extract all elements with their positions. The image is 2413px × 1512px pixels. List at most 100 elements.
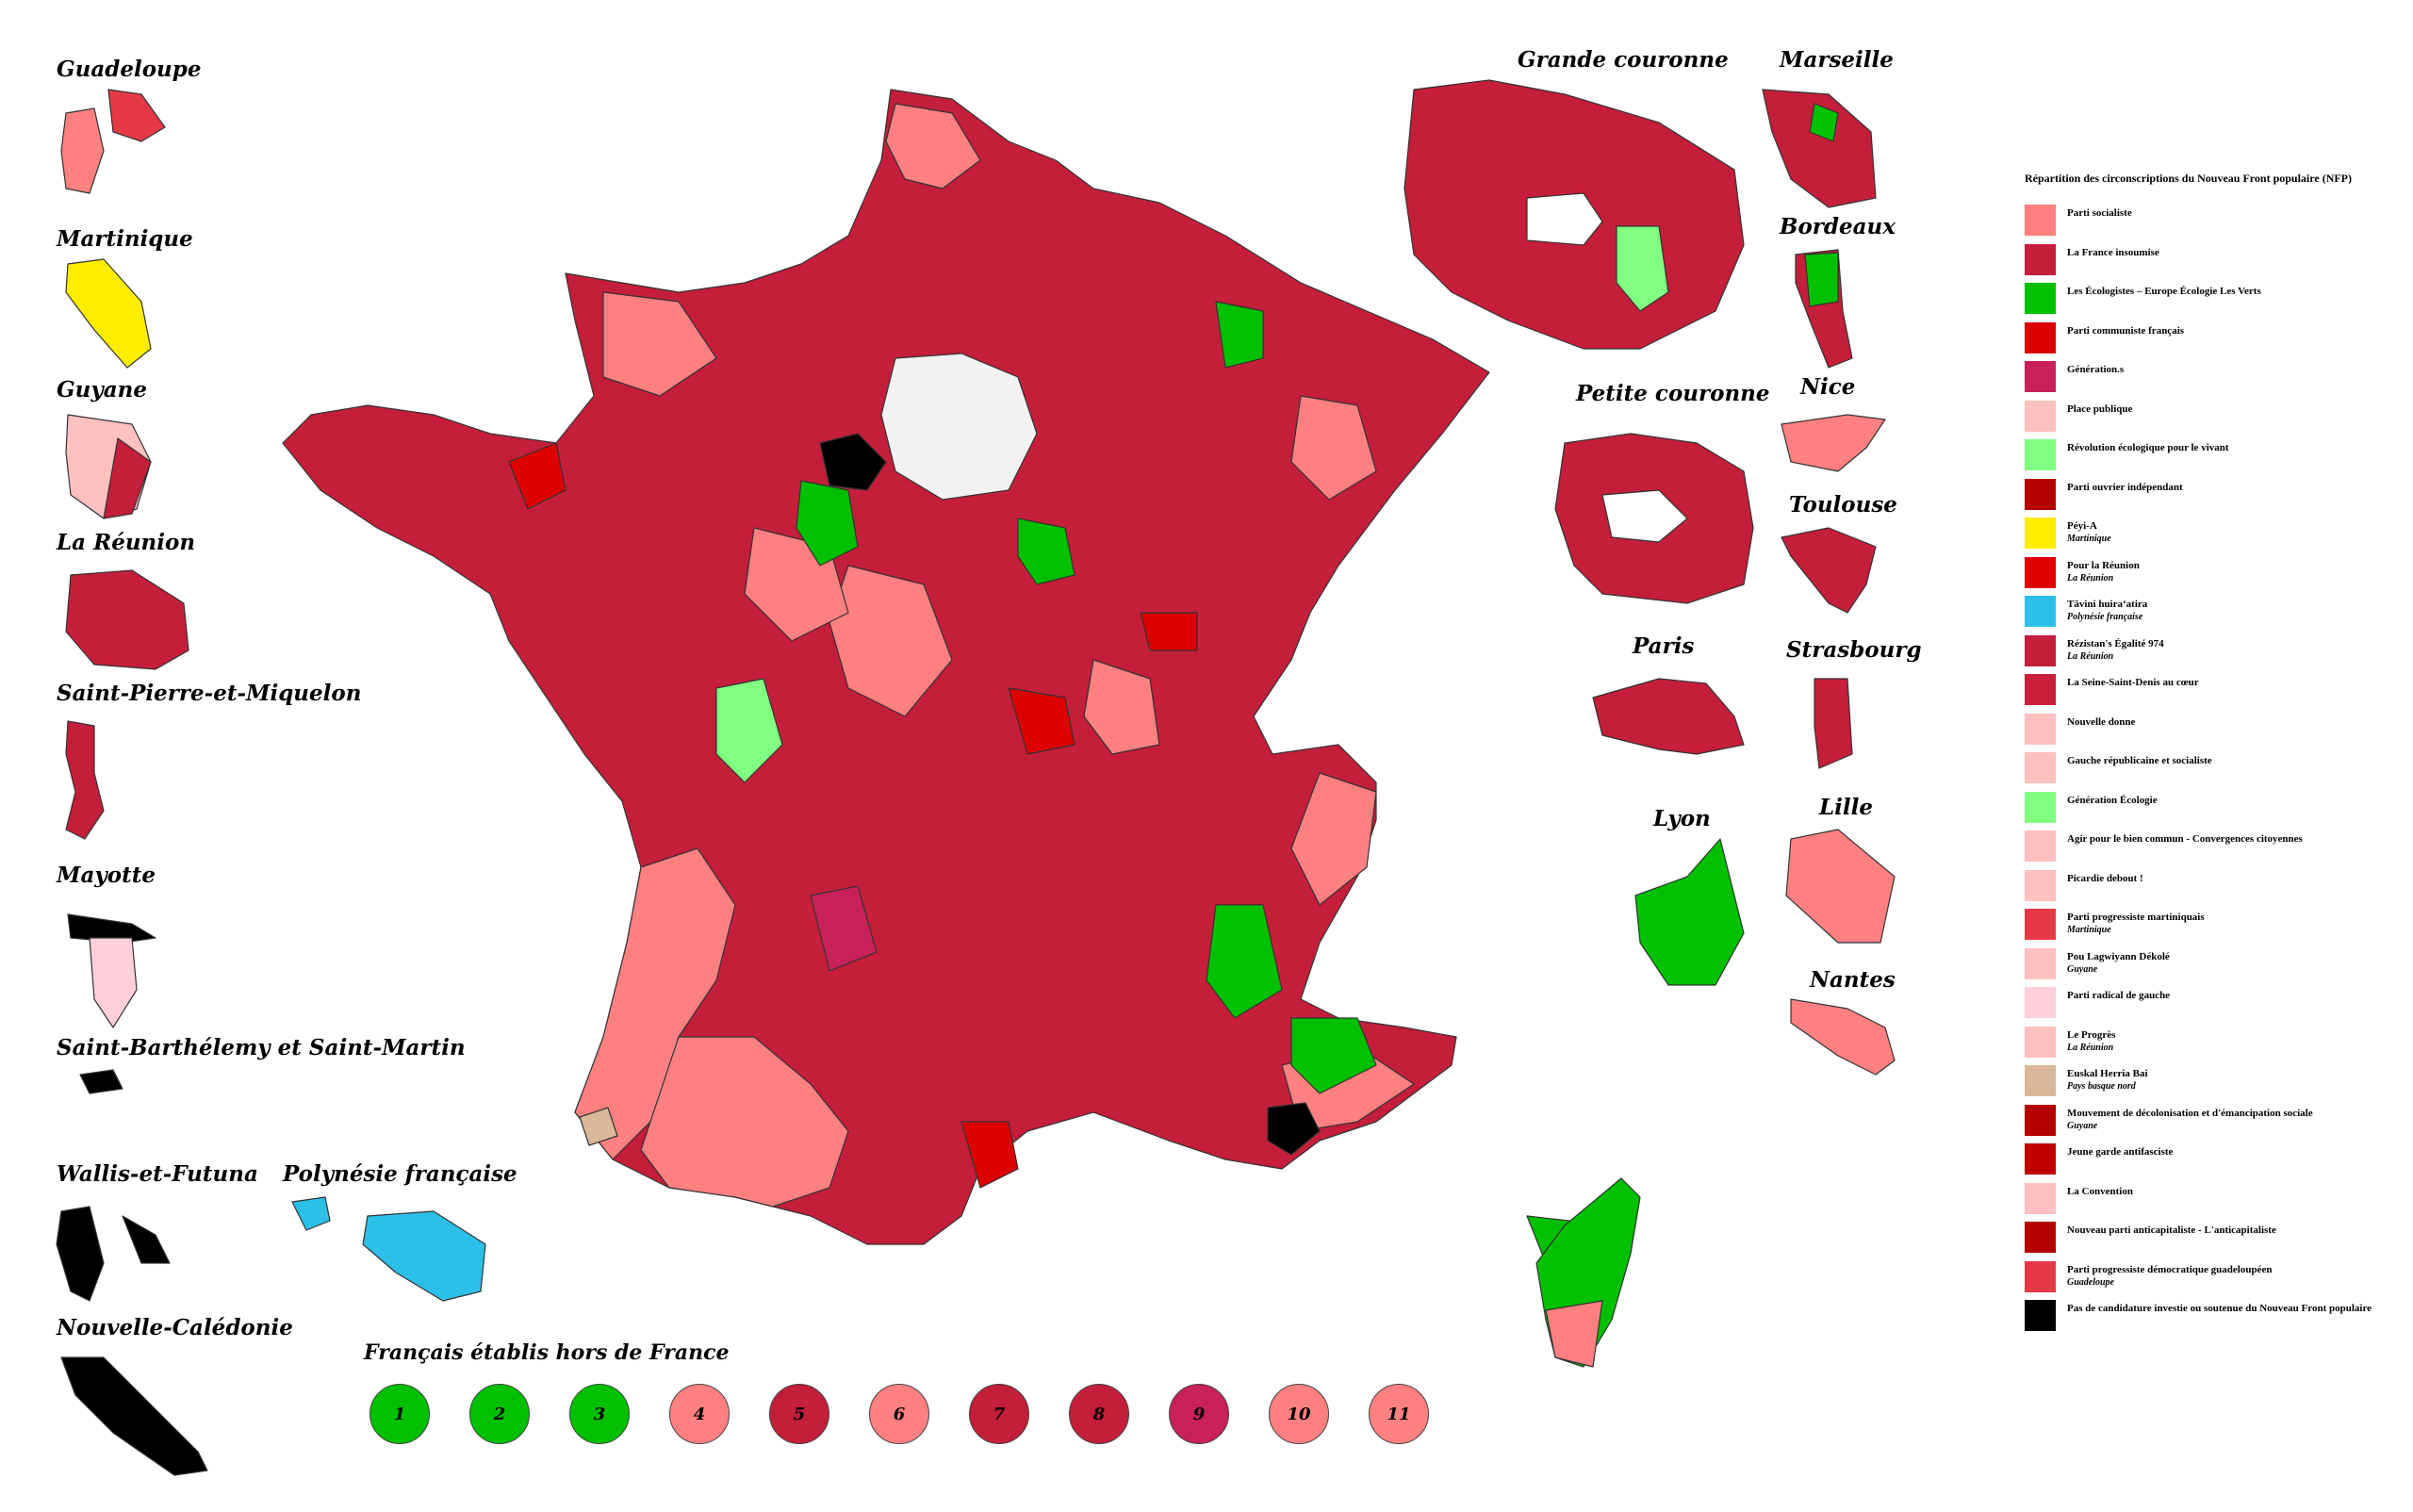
legend-label-text: La Convention: [2067, 1185, 2133, 1197]
title-reunion: La Réunion: [57, 530, 196, 555]
france-pcf-3: [960, 1121, 1019, 1189]
marseille-shape: [1762, 89, 1877, 208]
legend-label-sub: Martinique: [2067, 534, 2111, 544]
city-insets: [1403, 79, 1896, 1076]
france-pcf-2: [1140, 612, 1198, 651]
france-generations: [810, 885, 878, 972]
title-sbsm: Saint-Barthélemy et Saint-Martin: [57, 1035, 466, 1060]
france-ps-rhone: [1083, 659, 1160, 755]
legend-item: La Convention: [2025, 1182, 2402, 1223]
title-nice: Nice: [1800, 374, 1856, 400]
legend-label-text: Euskal Herria Bai: [2067, 1068, 2148, 1079]
legend-item: Nouvelle donne: [2025, 713, 2402, 753]
nice-shape: [1781, 414, 1886, 472]
toulouse-shape: [1781, 527, 1877, 614]
france-eelv-2: [1215, 301, 1264, 369]
grande-couronne-green: [1616, 225, 1669, 312]
legend-label: La France insoumise: [2067, 247, 2397, 259]
legend-label: La Convention: [2067, 1186, 2397, 1198]
title-caledonie: Nouvelle-Calédonie: [57, 1315, 293, 1340]
guadeloupe-shape-2: [107, 89, 166, 142]
legend-label: Le Progrès La Réunion: [2067, 1029, 2397, 1054]
legend-label-text: Pou Lagwiyann Dékolé: [2067, 950, 2170, 962]
legend-label: Parti progressiste démocratique guadelou…: [2067, 1264, 2397, 1289]
france-rev-eco: [715, 678, 783, 783]
mainland-france: [282, 89, 1641, 1368]
legend-label-text: Parti communiste français: [2067, 324, 2185, 337]
polynesie-shape-2: [291, 1196, 331, 1231]
title-mayotte: Mayotte: [57, 863, 156, 888]
legend-label-text: Parti radical de gauche: [2067, 990, 2171, 1001]
paris-shape: [1592, 678, 1745, 755]
title-guyane: Guyane: [57, 377, 147, 403]
abroad-circle-3: 3: [569, 1384, 630, 1444]
legend-swatch: [2025, 400, 2056, 432]
title-nantes: Nantes: [1810, 967, 1896, 993]
legend-items: Parti socialiste La France insoumise Les É…: [2025, 205, 2402, 1339]
legend-item: Mouvement de décolonisation et d'émancip…: [2025, 1104, 2402, 1144]
legend-label: Révolution écologique pour le vivant: [2067, 442, 2397, 454]
bordeaux-green: [1804, 252, 1839, 307]
legend-label-sub: Pays basque nord: [2067, 1081, 2136, 1092]
legend-item: La France insoumise: [2025, 243, 2402, 284]
legend-swatch: [2025, 634, 2056, 666]
legend-label-text: Agir pour le bien commun - Convergences …: [2067, 833, 2303, 845]
legend-swatch: [2025, 283, 2056, 314]
legend-item: Pour la Réunion La Réunion: [2025, 556, 2402, 597]
legend-item: Parti progressiste démocratique guadelou…: [2025, 1260, 2402, 1301]
legend-label-text: Pour la Réunion: [2067, 559, 2140, 571]
legend-label: Parti socialiste: [2067, 207, 2397, 220]
legend-item: Parti ouvrier indépendant: [2025, 478, 2402, 518]
legend-label: Pas de candidature investie ou soutenue …: [2067, 1303, 2397, 1315]
legend-label: Agir pour le bien commun - Convergences …: [2067, 833, 2397, 846]
legend-swatch: [2025, 205, 2056, 236]
legend-swatch: [2025, 518, 2056, 549]
title-lille: Lille: [1819, 795, 1874, 820]
legend-label: Génération.s: [2067, 364, 2397, 376]
legend-swatch: [2025, 713, 2056, 745]
legend-label: Rézistan's Égalité 974 La Réunion: [2067, 638, 2397, 663]
legend-label-sub: Martinique: [2067, 925, 2111, 935]
legend-label-text: Mouvement de décolonisation et d'émancip…: [2067, 1107, 2313, 1119]
legend-item: Euskal Herria Bai Pays basque nord: [2025, 1065, 2402, 1105]
legend-label-text: Pas de candidature investie ou soutenue …: [2067, 1303, 2372, 1314]
legend-label: Parti radical de gauche: [2067, 990, 2397, 1002]
legend-label-sub: La Réunion: [2067, 572, 2114, 583]
legend-item: Génération Écologie: [2025, 791, 2402, 831]
title-paris: Paris: [1633, 633, 1695, 659]
legend-label-text: Génération Écologie: [2067, 794, 2158, 806]
abroad-title: Français établis hors de France: [364, 1340, 730, 1365]
legend-swatch: [2025, 596, 2056, 627]
legend-label: Picardie debout !: [2067, 873, 2397, 885]
legend-label: Génération Écologie: [2067, 795, 2397, 807]
legend-swatch: [2025, 321, 2056, 353]
title-lyon: Lyon: [1653, 806, 1711, 831]
legend-swatch: [2025, 1026, 2056, 1058]
france-euskal: [579, 1107, 618, 1146]
legend-item: Place publique: [2025, 400, 2402, 440]
legend-swatch: [2025, 361, 2056, 392]
legend-swatch: [2025, 752, 2056, 783]
france-eelv-4: [1290, 1017, 1377, 1094]
legend-label: Jeune garde antifasciste: [2067, 1146, 2397, 1159]
legend-swatch: [2025, 791, 2056, 823]
legend-swatch: [2025, 439, 2056, 470]
guyane-shape-2: [103, 437, 152, 519]
abroad-circle-1: 1: [369, 1384, 430, 1444]
legend-label: Gauche républicaine et socialiste: [2067, 755, 2397, 767]
legend-item: Rézistan's Égalité 974 La Réunion: [2025, 634, 2402, 675]
lille-shape: [1785, 829, 1896, 944]
legend-label-sub: Guyane: [2067, 1120, 2098, 1131]
strasbourg-shape: [1814, 678, 1853, 769]
legend-label: Place publique: [2067, 403, 2397, 416]
guadeloupe-shape: [60, 107, 105, 194]
france-ps-normandy: [602, 291, 717, 397]
legend-label-text: Rézistan's Égalité 974: [2067, 637, 2164, 649]
legend-swatch: [2025, 1182, 2056, 1214]
legend-swatch: [2025, 869, 2056, 901]
legend-label: La Seine-Saint-Denis au cœur: [2067, 677, 2397, 689]
legend-item: Pou Lagwiyann Dékolé Guyane: [2025, 947, 2402, 988]
grande-couronne-center: [1526, 192, 1603, 246]
title-polynesie: Polynésie française: [283, 1161, 517, 1187]
legend-swatch: [2025, 1222, 2056, 1253]
